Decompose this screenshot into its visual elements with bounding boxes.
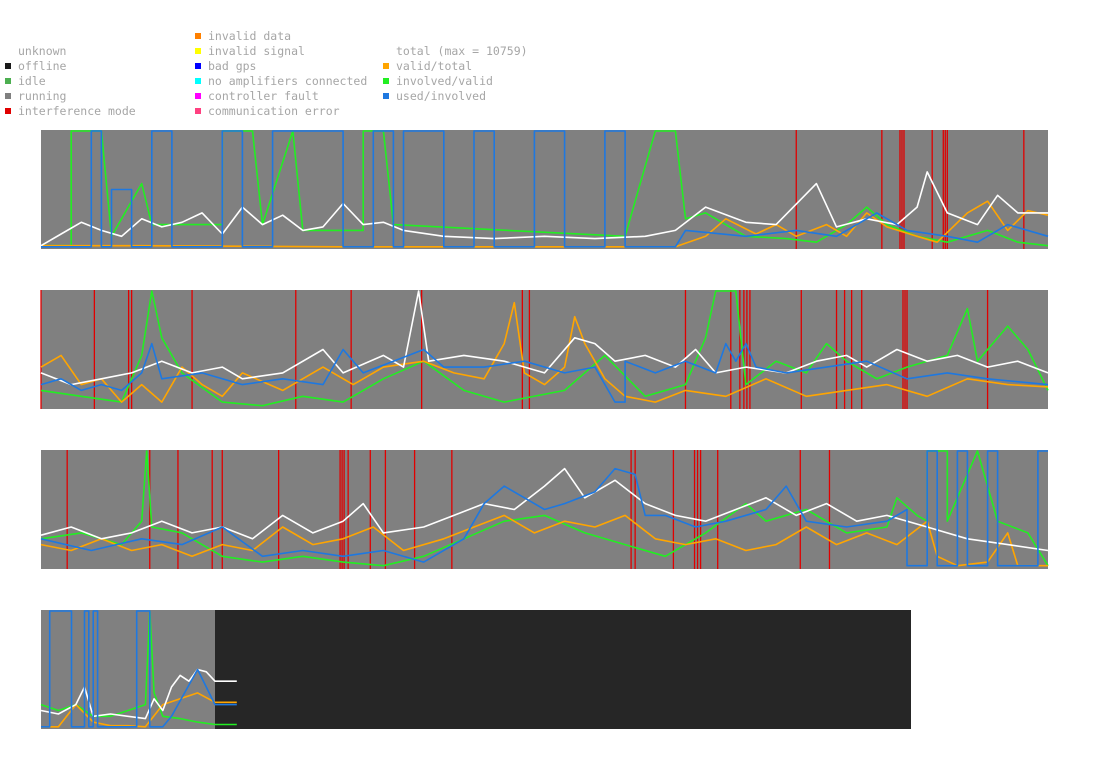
panel-1 <box>40 130 1049 249</box>
legend-swatch-idle <box>5 78 11 84</box>
legend-label-used-involved: used/involved <box>396 89 487 103</box>
legend-label-invalid-signal: invalid signal <box>208 44 305 58</box>
legend-label-communication-error: communication error <box>208 104 340 118</box>
legend-label-controller-fault: controller fault <box>208 89 319 103</box>
series-valid-total <box>40 301 1049 403</box>
panel-3 <box>40 450 1049 569</box>
legend-swatch-interference-mode <box>5 108 11 114</box>
legend-swatch-involved-valid <box>383 78 389 84</box>
legend-swatch-offline <box>5 63 11 69</box>
legend-label-no-amplifiers: no amplifiers connected <box>208 74 368 88</box>
panel-2 <box>40 290 1049 409</box>
legend-swatch-used-involved <box>383 93 389 99</box>
series-used-involved <box>41 610 237 728</box>
running-background <box>41 610 215 729</box>
legend-label-unknown: unknown <box>18 44 67 58</box>
legend-swatch-no-amplifiers <box>195 78 201 84</box>
legend-label-valid-total: valid/total <box>396 59 473 73</box>
legend-swatch-communication-error <box>195 108 201 114</box>
legend-label-idle: idle <box>18 74 46 88</box>
series-total <box>40 668 237 720</box>
legend-label-offline: offline <box>18 59 67 73</box>
legend-label-interference-mode: interference mode <box>18 104 136 118</box>
legend-swatch-total <box>383 48 389 54</box>
legend-label-total: total (max = 10759) <box>396 44 528 58</box>
legend-label-bad-gps: bad gps <box>208 59 257 73</box>
running-background <box>41 130 1048 249</box>
legend-swatch-invalid-data <box>195 33 201 39</box>
legend-label-involved-valid: involved/valid <box>396 74 493 88</box>
series-used-involved <box>40 342 1049 403</box>
series-used-involved <box>41 130 1049 248</box>
series-involved-valid <box>40 290 1049 407</box>
legend-swatch-invalid-signal <box>195 48 201 54</box>
legend-label-running: running <box>18 89 67 103</box>
legend-swatch-valid-total <box>383 63 389 69</box>
legend-swatch-running <box>5 93 11 99</box>
legend-swatch-unknown <box>5 48 11 54</box>
legend-swatch-bad-gps <box>195 63 201 69</box>
legend-label-invalid-data: invalid data <box>208 29 292 43</box>
series-valid-total <box>41 200 1049 248</box>
series-used-involved <box>40 450 1048 567</box>
series-total <box>40 467 1049 552</box>
legend-swatch-controller-fault <box>195 93 201 99</box>
panel-4 <box>40 610 911 729</box>
